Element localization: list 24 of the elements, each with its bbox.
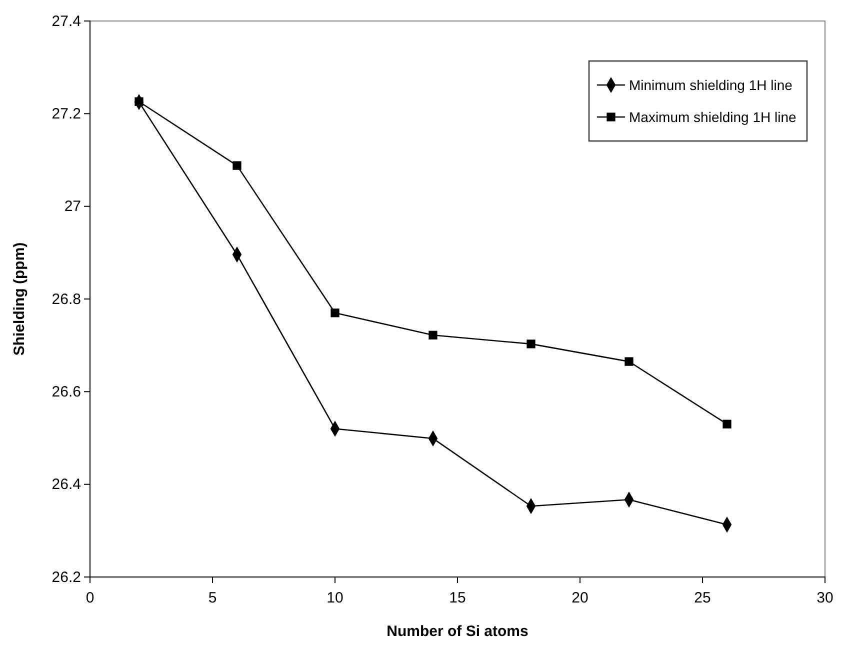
y-tick-label: 26.8 (52, 290, 81, 308)
x-tick-label: 20 (572, 590, 588, 606)
x-axis-title: Number of Si atoms (386, 623, 528, 640)
y-tick-label: 27.2 (52, 105, 81, 122)
point (722, 420, 732, 428)
point (428, 330, 438, 340)
x-tick-label: 10 (326, 590, 344, 606)
x-tick-label: 0 (86, 590, 94, 606)
point (526, 340, 536, 348)
y-tick-label: 27.4 (52, 12, 81, 30)
x-tick-label: 25 (694, 590, 711, 606)
legend-label: Maximum shielding 1H line (629, 109, 797, 125)
x-tick-label: 5 (208, 590, 217, 606)
y-tick-label: 26.6 (52, 383, 81, 400)
y-tick-label: 26.2 (52, 568, 81, 586)
x-tick-label: 30 (816, 590, 834, 606)
y-tick-label: 26.4 (52, 476, 81, 494)
legend-label: Minimum shielding 1H line (629, 77, 793, 93)
y-tick-label: 27 (64, 198, 81, 216)
point (624, 357, 634, 366)
point (232, 161, 242, 170)
x-tick-label: 15 (449, 590, 466, 606)
point (330, 308, 340, 318)
y-axis-title: Shielding (ppm) (11, 242, 28, 356)
